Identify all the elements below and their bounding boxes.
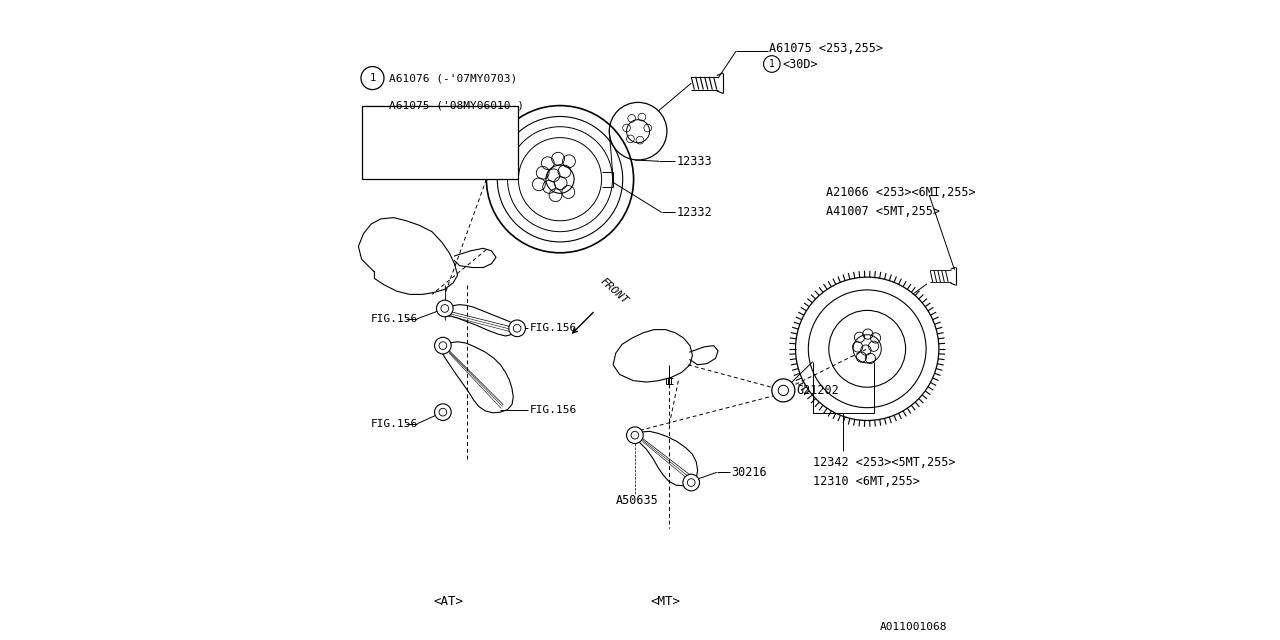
- Bar: [362, 106, 518, 179]
- Text: FIG.156: FIG.156: [530, 404, 577, 415]
- Text: 12310 <6MT,255>: 12310 <6MT,255>: [813, 475, 919, 488]
- Text: 30216: 30216: [732, 466, 767, 479]
- Circle shape: [684, 474, 700, 491]
- Text: A61075 <253,255>: A61075 <253,255>: [769, 42, 883, 54]
- Text: FIG.156: FIG.156: [530, 323, 577, 333]
- Circle shape: [435, 337, 452, 354]
- Text: FIG.156: FIG.156: [371, 419, 419, 429]
- Text: 12342 <253><5MT,255>: 12342 <253><5MT,255>: [813, 456, 955, 468]
- Circle shape: [361, 67, 384, 90]
- Text: A011001068: A011001068: [879, 622, 947, 632]
- Circle shape: [436, 300, 453, 317]
- Text: 12333: 12333: [677, 155, 713, 168]
- Circle shape: [509, 320, 526, 337]
- Circle shape: [772, 379, 795, 402]
- Text: A41007 <5MT,255>: A41007 <5MT,255>: [826, 205, 940, 218]
- Text: 1: 1: [370, 73, 375, 83]
- Text: FIG.156: FIG.156: [371, 314, 419, 324]
- Text: G21202: G21202: [796, 384, 840, 397]
- Text: 12332: 12332: [677, 206, 713, 219]
- Circle shape: [435, 404, 452, 420]
- Text: <AT>: <AT>: [433, 595, 463, 608]
- Circle shape: [627, 427, 644, 444]
- Text: A50635: A50635: [616, 494, 658, 507]
- Text: A61075 ('08MY06010-): A61075 ('08MY06010-): [389, 100, 524, 111]
- Text: A21066 <253><6MT,255>: A21066 <253><6MT,255>: [826, 186, 975, 198]
- Text: FRONT: FRONT: [599, 276, 630, 306]
- Text: <MT>: <MT>: [650, 595, 681, 608]
- Circle shape: [763, 56, 781, 72]
- Text: A61076 (-'07MY0703): A61076 (-'07MY0703): [389, 73, 517, 83]
- Text: <30D>: <30D>: [782, 58, 818, 70]
- Text: 1: 1: [769, 59, 774, 69]
